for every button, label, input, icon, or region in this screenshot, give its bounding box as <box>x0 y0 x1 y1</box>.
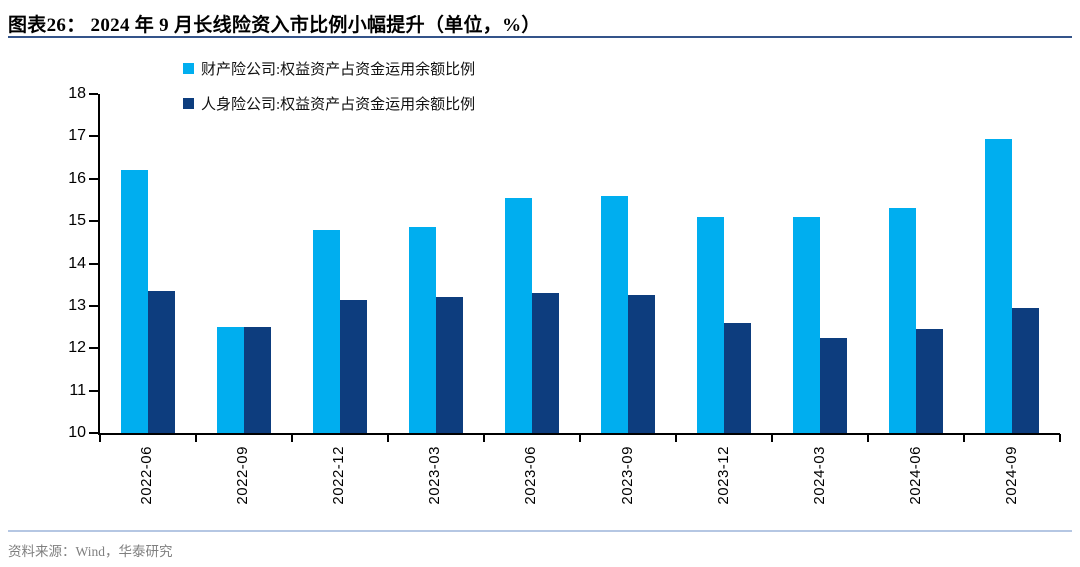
bar-series-1 <box>724 322 751 433</box>
legend: 财产险公司:权益资产占资金运用余额比例 人身险公司:权益资产占资金运用余额比例 <box>183 58 475 114</box>
y-tick-label: 14 <box>68 254 86 272</box>
bar-group <box>580 94 676 433</box>
x-tick-mark <box>387 434 389 442</box>
legend-swatch-icon <box>183 98 194 109</box>
x-label-cell: 2022-12 <box>290 446 386 505</box>
plot-area: 10 11 12 13 14 15 16 17 18 <box>68 85 1061 442</box>
bar-group <box>100 94 196 433</box>
legend-item-1: 人身险公司:权益资产占资金运用余额比例 <box>183 93 475 114</box>
x-label-cell: 2022-06 <box>98 446 194 505</box>
x-label-cell: 2023-03 <box>387 446 483 505</box>
bar-group <box>964 94 1060 433</box>
bar-series-0 <box>889 208 916 433</box>
x-tick-mark <box>483 434 485 442</box>
y-tick-label: 11 <box>69 381 86 399</box>
x-tick-label: 2022-06 <box>137 446 155 505</box>
bar-series-1 <box>820 337 847 433</box>
bar-series-0 <box>601 195 628 433</box>
y-tick-label: 10 <box>68 424 86 441</box>
x-tick-mark <box>963 434 965 442</box>
bar-series-1 <box>148 291 175 433</box>
bar-series-0 <box>505 197 532 433</box>
x-label-cell: 2023-06 <box>483 446 579 505</box>
y-tick-label: 18 <box>68 85 86 102</box>
x-label-cell: 2023-12 <box>675 446 771 505</box>
x-tick-label: 2024-06 <box>907 446 925 505</box>
bar-series-1 <box>916 329 943 433</box>
y-tick-mark <box>89 220 98 223</box>
x-tick-mark <box>99 434 101 442</box>
bar-series-0 <box>985 138 1012 433</box>
y-tick-mark <box>89 135 98 138</box>
bar-series-0 <box>697 216 724 433</box>
x-tick-label: 2024-09 <box>1003 446 1021 505</box>
x-tick-label: 2024-03 <box>811 446 829 505</box>
bar-group <box>772 94 868 433</box>
bar-group <box>388 94 484 433</box>
legend-swatch-icon <box>183 63 194 74</box>
title-divider <box>8 36 1072 38</box>
y-tick-mark <box>89 93 98 95</box>
bar-group <box>676 94 772 433</box>
source-note: 资料来源：Wind，华泰研究 <box>8 544 173 559</box>
x-tick-mark <box>1059 434 1061 442</box>
bar-series-0 <box>409 227 436 433</box>
bar-group <box>484 94 580 433</box>
x-tick-label: 2023-03 <box>426 446 444 505</box>
y-tick-label: 17 <box>68 127 86 145</box>
bar-series-1 <box>1012 308 1039 433</box>
x-label-cell: 2024-06 <box>868 446 964 505</box>
y-tick-label: 16 <box>68 169 86 187</box>
legend-label: 人身险公司:权益资产占资金运用余额比例 <box>201 97 476 113</box>
x-tick-label: 2023-09 <box>618 446 636 505</box>
y-tick-label: 13 <box>68 296 86 314</box>
x-tick-mark <box>579 434 581 442</box>
bars-container <box>100 94 1060 433</box>
x-tick-mark <box>867 434 869 442</box>
x-label-cell: 2024-09 <box>964 446 1060 505</box>
chart-title: 图表26： 2024 年 9 月长线险资入市比例小幅提升（单位，%） <box>8 15 541 36</box>
bar-series-1 <box>436 297 463 433</box>
y-tick-mark <box>89 262 98 265</box>
legend-item-0: 财产险公司:权益资产占资金运用余额比例 <box>183 58 475 79</box>
x-tick-mark <box>291 434 293 442</box>
y-tick-mark <box>89 177 98 180</box>
y-tick-mark <box>89 347 98 350</box>
bar-series-1 <box>244 327 271 433</box>
bar-series-0 <box>793 216 820 433</box>
x-label-cell: 2022-09 <box>194 446 290 505</box>
chart-header: 图表26： 2024 年 9 月长线险资入市比例小幅提升（单位，%） <box>8 10 1072 37</box>
bar-series-1 <box>532 293 559 433</box>
bar-series-0 <box>121 170 148 433</box>
x-tick-mark <box>771 434 773 442</box>
bar-series-0 <box>313 229 340 433</box>
x-label-cell: 2023-09 <box>579 446 675 505</box>
y-tick-label: 15 <box>68 212 86 230</box>
y-tick-mark <box>89 304 98 307</box>
bar-series-1 <box>340 299 367 433</box>
x-axis-labels: 2022-06 2022-09 2022-12 2023-03 2023-06 2023-… <box>98 446 1060 505</box>
y-tick-mark <box>89 432 98 434</box>
x-tick-label: 2022-12 <box>330 446 347 505</box>
x-tick-label: 2022-09 <box>233 446 251 505</box>
legend-label: 财产险公司:权益资产占资金运用余额比例 <box>201 62 476 78</box>
bar-group <box>292 94 388 433</box>
x-tick-label: 2023-12 <box>714 446 732 505</box>
x-tick-label: 2023-06 <box>522 446 540 505</box>
bar-series-1 <box>628 295 655 433</box>
x-tick-mark <box>675 434 677 442</box>
y-tick-mark <box>89 389 98 392</box>
x-label-cell: 2024-03 <box>771 446 867 505</box>
bar-group <box>196 94 292 433</box>
x-tick-mark <box>195 434 197 442</box>
y-tick-label: 12 <box>68 339 86 357</box>
footer-divider <box>8 530 1072 532</box>
bar-group <box>868 94 964 433</box>
bar-series-0 <box>217 327 244 433</box>
